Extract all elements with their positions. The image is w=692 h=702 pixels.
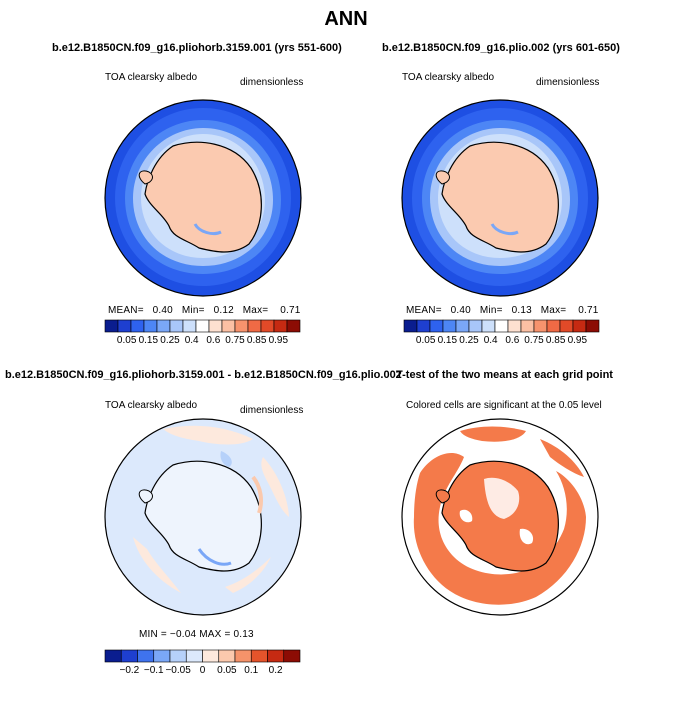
colorbar-swatch (169, 319, 184, 333)
colorbar-swatch (156, 319, 171, 333)
panel1-title: b.e12.B1850CN.f09_g16.pliohorb.3159.001 … (52, 42, 342, 54)
colorbar-swatch (572, 319, 587, 333)
colorbar-swatch (221, 319, 236, 333)
colorbar-tick-label: 0.75 (225, 335, 245, 346)
colorbar-swatch (120, 649, 138, 663)
colorbar-swatch (468, 319, 483, 333)
colorbar-swatch (137, 649, 155, 663)
colorbar-tick-label: 0.4 (185, 335, 199, 346)
colorbar-tick-label: 0.4 (484, 335, 498, 346)
colorbar-swatch (403, 319, 418, 333)
colorbar-swatch (117, 319, 132, 333)
panel1-variable: TOA clearsky albedo (105, 72, 198, 83)
colorbar-tick-label: 0.2 (269, 665, 283, 676)
colorbar-tick-label: 0.25 (160, 335, 180, 346)
colorbar-tick-label: −0.2 (120, 665, 140, 676)
colorbar-tick-label: 0.05 (416, 335, 436, 346)
colorbar-tick-label: −0.05 (165, 665, 191, 676)
colorbar-tick-label: 0.85 (247, 335, 267, 346)
colorbar-swatch (416, 319, 431, 333)
colorbar-tick-label: 0.25 (459, 335, 479, 346)
colorbar-swatch (494, 319, 509, 333)
colorbar-swatch (234, 649, 252, 663)
colorbar-swatch (218, 649, 236, 663)
colorbar-swatch (153, 649, 171, 663)
panel2-units: dimensionless (536, 77, 600, 88)
colorbar-tick-label: 0.95 (269, 335, 289, 346)
colorbar-swatch (260, 319, 275, 333)
colorbar-tick-label: 0.6 (206, 335, 220, 346)
colorbar-swatch (195, 319, 210, 333)
colorbar-swatch (546, 319, 561, 333)
colorbar-swatch (104, 649, 122, 663)
colorbar-tick-label: 0.15 (139, 335, 159, 346)
colorbar-swatch (520, 319, 535, 333)
colorbar-tick-label: 0.95 (568, 335, 588, 346)
colorbar-tick-label: 0.85 (546, 335, 566, 346)
colorbar-swatch (208, 319, 223, 333)
colorbar-swatch (234, 319, 249, 333)
colorbar-swatch (286, 319, 301, 333)
panel3-units: dimensionless (240, 405, 304, 416)
colorbar-tick-label: −0.1 (144, 665, 164, 676)
panel4-map (401, 418, 599, 616)
colorbar-swatch (481, 319, 496, 333)
colorbar-swatch (250, 649, 268, 663)
panel1-units: dimensionless (240, 77, 304, 88)
colorbar-swatch (104, 319, 119, 333)
colorbar-swatch (585, 319, 600, 333)
figure-title: ANN (324, 8, 368, 30)
colorbar-swatch (507, 319, 522, 333)
colorbar-swatch (247, 319, 262, 333)
panel2-map (401, 99, 599, 297)
colorbar-swatch (202, 649, 220, 663)
colorbar-tick-label: 0.15 (438, 335, 458, 346)
colorbar-tick-label: 0.75 (524, 335, 544, 346)
panel2-stats: MEAN= 0.40 Min= 0.13 Max= 0.71 (406, 305, 599, 316)
colorbar-swatch (442, 319, 457, 333)
colorbar-tick-label: 0.05 (117, 335, 137, 346)
panel3-stats: MIN = −0.04 MAX = 0.13 (139, 629, 254, 640)
colorbar-swatch (559, 319, 574, 333)
colorbar-swatch (273, 319, 288, 333)
colorbar-swatch (182, 319, 197, 333)
colorbar-swatch (455, 319, 470, 333)
panel3-map (104, 418, 302, 616)
panel2-variable: TOA clearsky albedo (402, 72, 495, 83)
colorbar-swatch (130, 319, 145, 333)
panel1-stats: MEAN= 0.40 Min= 0.12 Max= 0.71 (108, 305, 301, 316)
panel4-title: T-test of the two means at each grid poi… (396, 369, 613, 381)
colorbar-swatch (185, 649, 203, 663)
colorbar-swatch (143, 319, 158, 333)
panel2-title: b.e12.B1850CN.f09_g16.plio.002 (yrs 601-… (382, 42, 620, 54)
colorbar-swatch (429, 319, 444, 333)
colorbar-tick-label: 0.05 (217, 665, 237, 676)
colorbar-tick-label: 0.6 (505, 335, 519, 346)
colorbar-swatch (267, 649, 285, 663)
colorbar-tick-label: 0.1 (244, 665, 258, 676)
colorbar-swatch (169, 649, 187, 663)
colorbar-swatch (533, 319, 548, 333)
panel4-subtitle: Colored cells are significant at the 0.0… (406, 400, 602, 411)
panel1-map (104, 99, 302, 297)
panel3-variable: TOA clearsky albedo (105, 400, 198, 411)
colorbar-tick-label: 0 (200, 665, 206, 676)
panel3-title: b.e12.B1850CN.f09_g16.pliohorb.3159.001 … (5, 369, 402, 381)
colorbar-swatch (283, 649, 301, 663)
